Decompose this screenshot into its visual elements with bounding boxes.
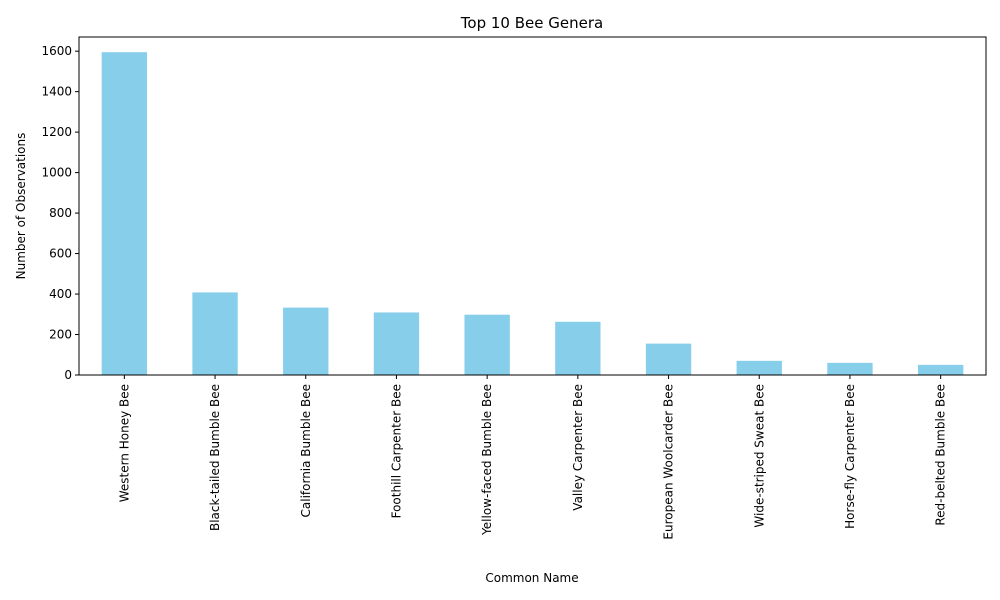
bar-red-belted-bumble-bee <box>917 364 964 375</box>
x-tick-label: European Woolcarder Bee <box>662 384 676 540</box>
bar-california-bumble-bee <box>283 307 329 375</box>
y-tick-label: 400 <box>49 287 72 301</box>
y-axis: 0 200 400 600 800 1000 1200 1400 1600 <box>41 44 79 382</box>
x-tick-label: Western Honey Bee <box>117 384 131 502</box>
chart-title: Top 10 Bee Genera <box>460 14 603 32</box>
bar-foothill-carpenter-bee <box>373 312 420 375</box>
x-tick-label: Yellow-faced Bumble Bee <box>480 384 494 536</box>
x-tick-label: Black-tailed Bumble Bee <box>208 384 222 531</box>
x-axis-label: Common Name <box>485 571 578 585</box>
bar-european-woolcarder-bee <box>645 343 692 375</box>
y-tick-label: 1600 <box>41 44 72 58</box>
y-tick-label: 0 <box>64 368 72 382</box>
bars-group <box>101 52 964 376</box>
x-tick-label: Red-belted Bumble Bee <box>934 384 948 526</box>
y-tick-label: 800 <box>49 206 72 220</box>
bar-western-honey-bee <box>101 52 148 376</box>
y-tick-label: 1000 <box>41 166 72 180</box>
bar-wide-striped-sweat-bee <box>736 360 782 375</box>
bar-black-tailed-bumble-bee <box>192 292 238 375</box>
x-tick-label: Valley Carpenter Bee <box>571 384 585 511</box>
bar-valley-carpenter-bee <box>555 321 601 375</box>
y-tick-label: 1400 <box>41 85 72 99</box>
bar-yellow-faced-bumble-bee <box>464 314 510 375</box>
bar-horse-fly-carpenter-bee <box>827 362 873 375</box>
y-tick-label: 200 <box>49 328 72 342</box>
x-tick-label: Foothill Carpenter Bee <box>389 384 403 518</box>
x-tick-label: California Bumble Bee <box>299 384 313 517</box>
y-tick-label: 1200 <box>41 125 72 139</box>
plot-frame <box>78 36 987 376</box>
y-tick-label: 600 <box>49 247 72 261</box>
x-tick-label: Wide-striped Sweat Bee <box>752 384 766 528</box>
x-axis: Western Honey Bee Black-tailed Bumble Bee… <box>117 375 948 540</box>
y-axis-label: Number of Observations <box>14 133 28 280</box>
x-tick-label: Horse-fly Carpenter Bee <box>843 384 857 529</box>
